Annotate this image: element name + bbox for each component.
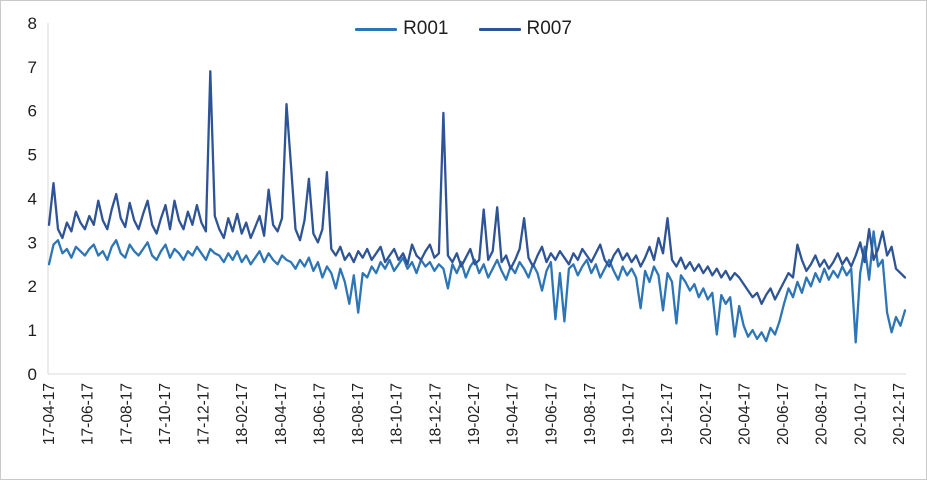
x-tick-label: 20-10-17	[852, 383, 869, 445]
x-tick-label: 19-06-17	[543, 383, 560, 445]
y-tick-label: 8	[28, 14, 37, 33]
y-tick-label: 6	[28, 102, 37, 121]
x-tick-label: 19-02-17	[466, 383, 483, 445]
x-tick-label: 20-12-17	[891, 383, 908, 445]
y-tick-label: 7	[28, 58, 37, 77]
x-tick-label: 18-06-17	[311, 383, 328, 445]
legend-label-r001: R001	[403, 18, 449, 39]
y-tick-label: 5	[28, 146, 37, 165]
y-tick-label: 1	[28, 321, 37, 340]
x-tick-label: 18-08-17	[350, 383, 367, 445]
x-tick-label: 17-08-17	[118, 383, 135, 445]
legend-item-r001[interactable]: R001	[355, 18, 449, 40]
x-tick-label: 18-10-17	[389, 383, 406, 445]
y-tick-label: 0	[28, 365, 37, 384]
y-tick-label: 3	[28, 233, 37, 252]
chart-legend: R001 R007	[1, 18, 926, 40]
x-tick-label: 18-12-17	[427, 383, 444, 445]
x-tick-label: 20-06-17	[775, 383, 792, 445]
legend-label-r007: R007	[526, 18, 572, 39]
x-tick-label: 18-04-17	[273, 383, 290, 445]
x-tick-label: 20-08-17	[814, 383, 831, 445]
series-line-r001[interactable]	[47, 230, 907, 344]
x-tick-label: 19-08-17	[582, 383, 599, 445]
y-tick-label: 4	[28, 189, 37, 208]
y-tick-label: 2	[28, 277, 37, 296]
x-tick-label: 20-04-17	[736, 383, 753, 445]
x-tick-label: 17-10-17	[157, 383, 174, 445]
x-tick-label: 17-06-17	[80, 383, 97, 445]
x-tick-label: 20-02-17	[698, 383, 715, 445]
legend-line-swatch-r007	[478, 27, 521, 31]
x-tick-label: 18-02-17	[234, 383, 251, 445]
series-line-r007[interactable]	[47, 70, 907, 305]
x-tick-label: 17-04-17	[41, 383, 58, 445]
legend-item-r007[interactable]: R007	[478, 18, 572, 40]
x-tick-label: 17-12-17	[196, 383, 213, 445]
legend-line-swatch-r001	[355, 27, 398, 31]
x-tick-label: 19-10-17	[621, 383, 638, 445]
x-tick-label: 19-12-17	[659, 383, 676, 445]
x-tick-label: 19-04-17	[505, 383, 522, 445]
